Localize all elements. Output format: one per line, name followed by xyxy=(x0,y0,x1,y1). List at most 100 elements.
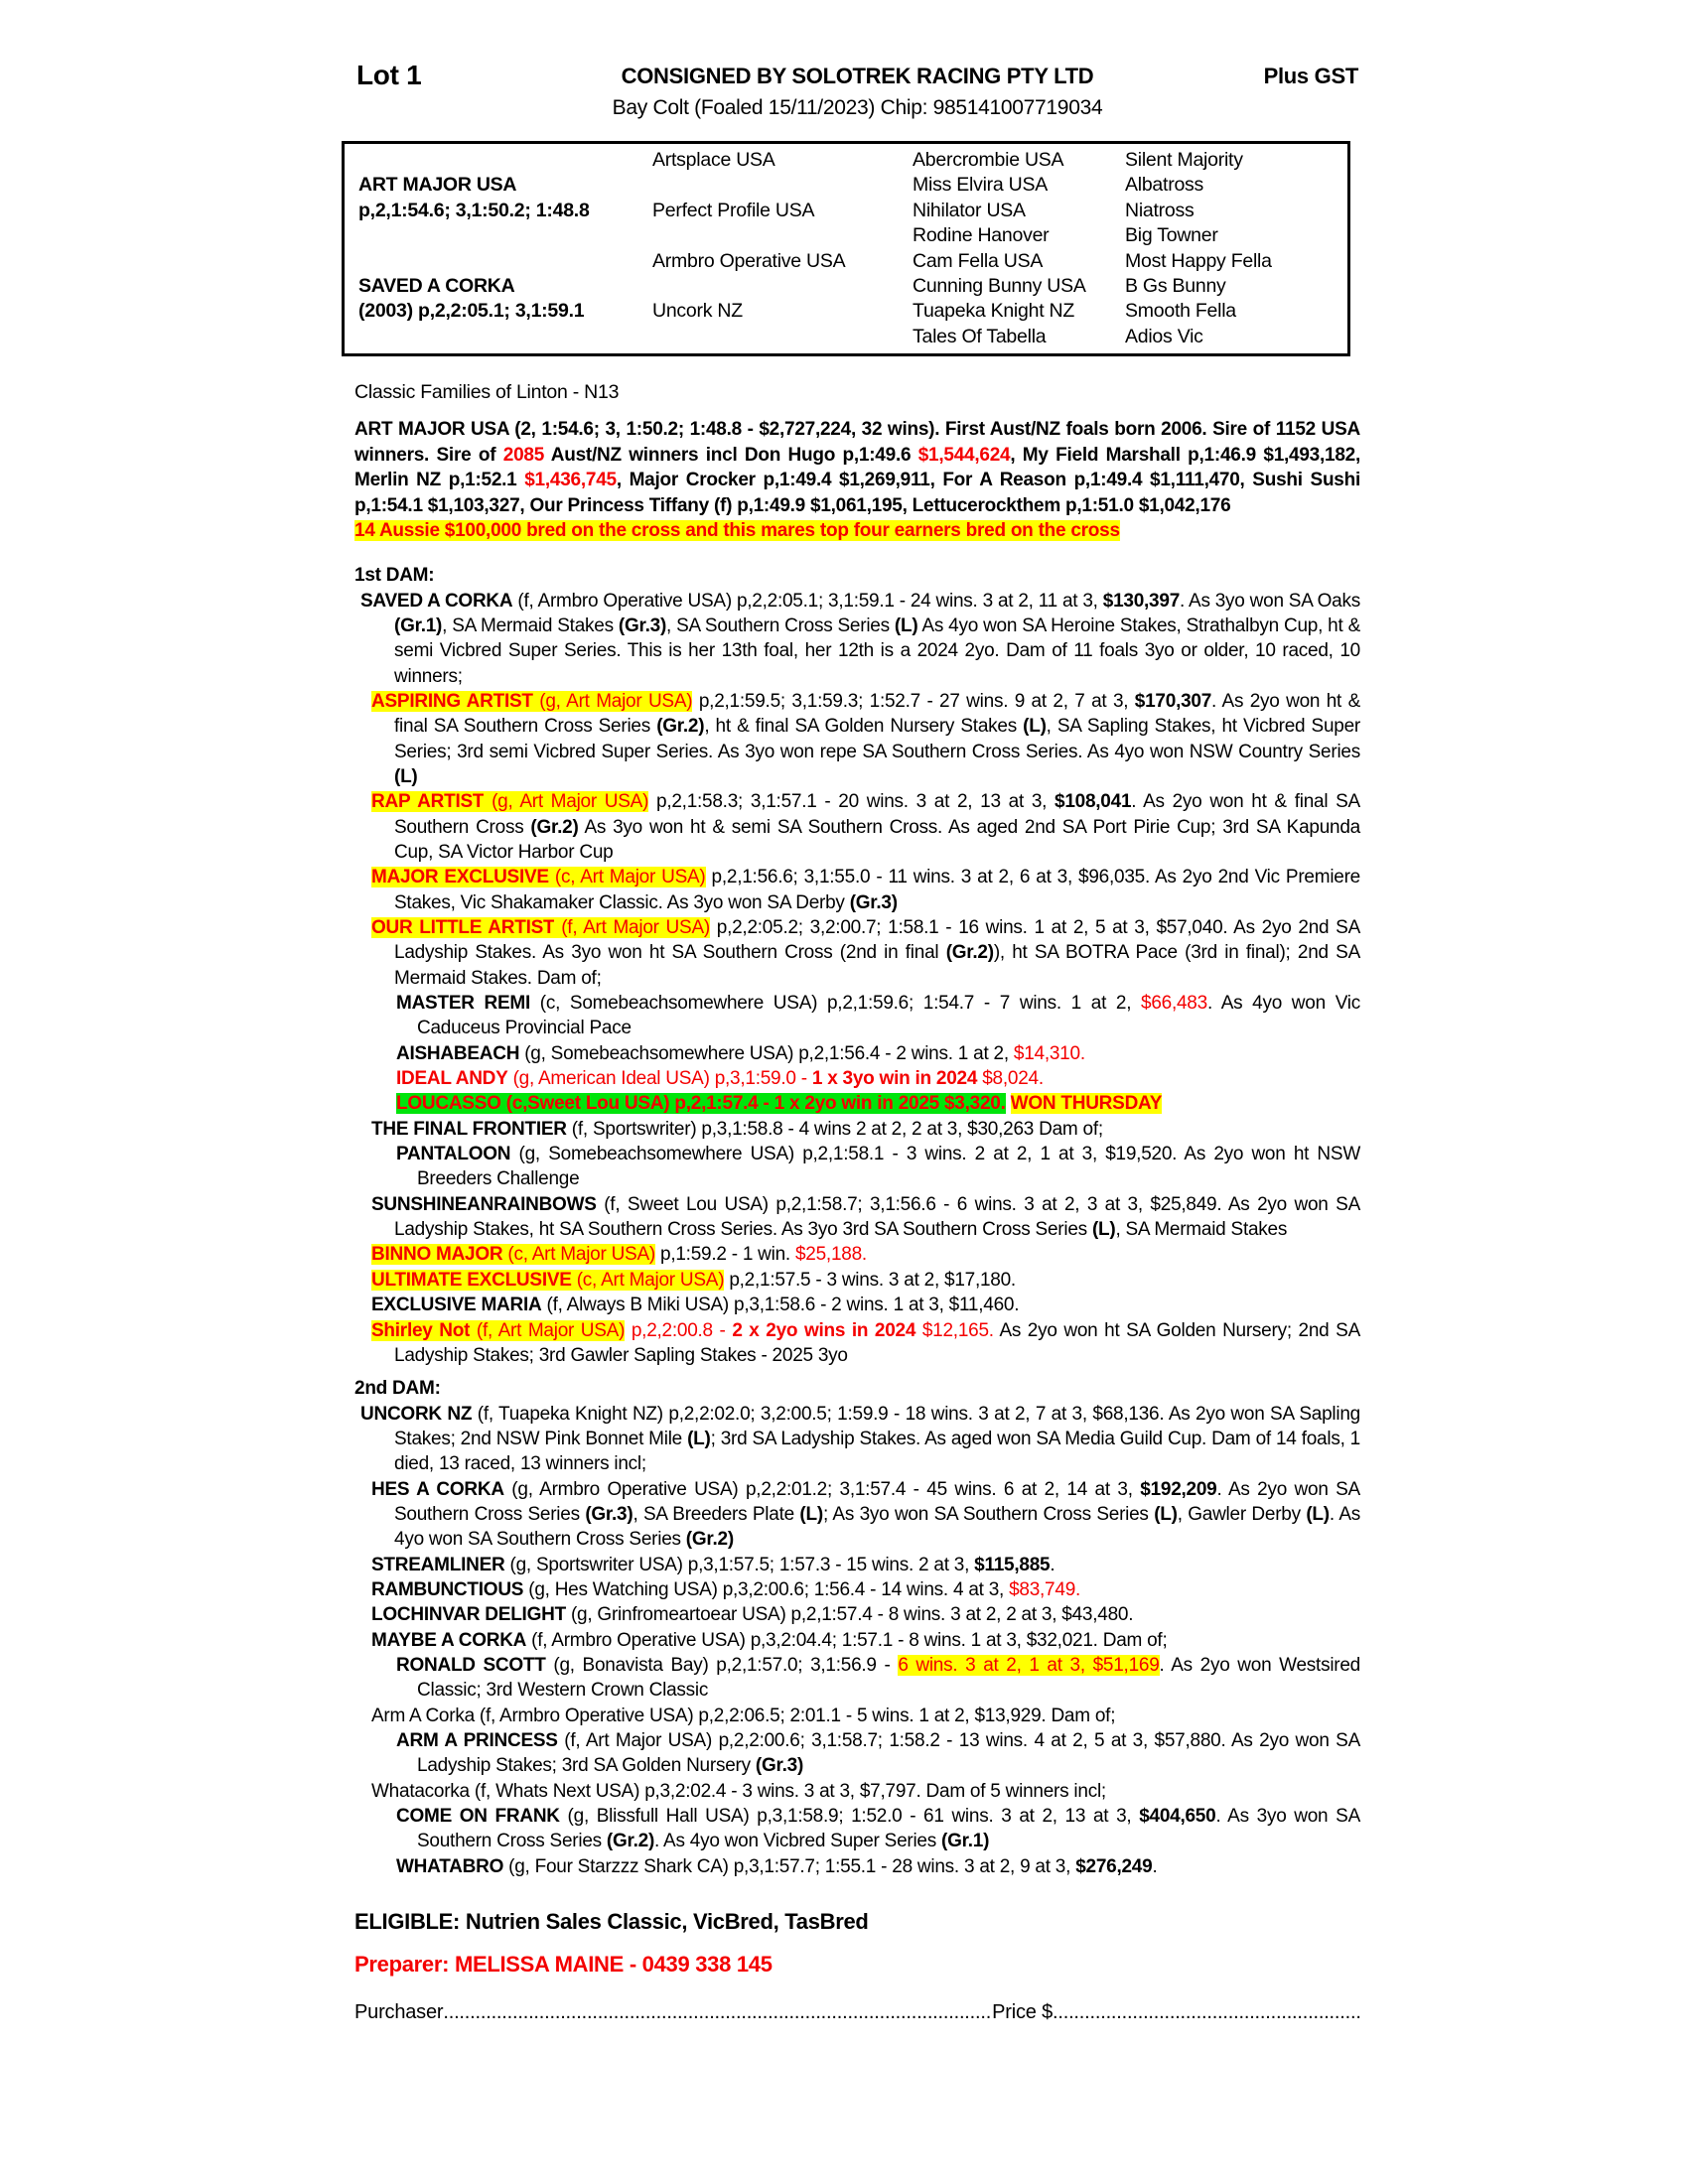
pedigree-cell-r8-c3: Tales Of Tabella xyxy=(913,325,1047,347)
entry-aspiring-artist: ASPIRING ARTIST (g, Art Major USA) p,2,1… xyxy=(354,689,1360,789)
text-segment: (g, Four Starzzz Shark CA) p,3,1:57.7; 1… xyxy=(503,1855,1076,1877)
pedigree-cell-r3-c1: p,2,1:54.6; 3,1:50.2; 1:48.8 xyxy=(358,199,590,221)
text-segment: Shirley Not xyxy=(371,1319,471,1341)
text-segment: , SA Mermaid Stakes xyxy=(442,614,619,636)
pedigree-cell-r7-c4: Smooth Fella xyxy=(1125,300,1236,323)
pedigree-cell-r5-c2: Armbro Operative USA xyxy=(652,249,846,272)
text-segment: SAVED A CORKA xyxy=(360,590,513,612)
price-label: Price $ xyxy=(992,2001,1053,2024)
text-segment: $25,188. xyxy=(794,1244,867,1266)
text-segment: $404,650 xyxy=(1139,1806,1216,1828)
text-segment: (g, Armbro Operative USA) p,2,2:01.2; 3,… xyxy=(503,1478,1141,1500)
text-segment: p,1:59.2 - 1 win. xyxy=(654,1244,795,1266)
pedigree-cell-r6-c4: B Gs Bunny xyxy=(1125,274,1226,297)
entry-rambunctious: RAMBUNCTIOUS (g, Hes Watching USA) p,3,2… xyxy=(354,1577,1360,1602)
text-segment: $12,165. xyxy=(915,1319,994,1341)
text-segment: . As 3yo won SA Southern Cross Series xyxy=(417,1806,1366,1852)
text-segment: Aust/NZ winners incl Don Hugo p,1:49.6 xyxy=(544,444,918,466)
text-segment: 6 wins. 3 at 2, 1 at 3, $51,169 xyxy=(898,1654,1160,1676)
text-segment: ), ht SA BOTRA Pace (3rd in final); 2nd … xyxy=(394,942,1366,989)
text-segment: (g, Somebeachsomewhere USA) p,2,1:58.1 -… xyxy=(417,1144,1366,1190)
sire-summary: ART MAJOR USA (2, 1:54.6; 3, 1:50.2; 1:4… xyxy=(354,417,1360,517)
text-segment: (g, Sportswriter USA) p,3,1:57.5; 1:57.3… xyxy=(504,1554,975,1575)
text-segment: ULTIMATE EXCLUSIVE xyxy=(371,1269,572,1291)
foal-details: Bay Colt (Foaled 15/11/2023) Chip: 98514… xyxy=(612,96,1103,119)
text-segment: STREAMLINER xyxy=(371,1554,505,1575)
text-segment: (f, Art Major USA) xyxy=(554,917,710,938)
text-segment: EXCLUSIVE MARIA xyxy=(371,1295,542,1316)
text-segment: 2085 xyxy=(502,444,545,466)
pedigree-cell-r1-c3: Abercrombie USA xyxy=(913,149,1064,171)
text-segment: (c, Art Major USA) xyxy=(571,1269,725,1291)
text-segment: (g, American Ideal USA) p,3,1:59.0 - xyxy=(507,1068,812,1090)
text-segment: ART MAJOR USA (2, 1:54.6; 3, 1:50.2; 1:4… xyxy=(354,419,1366,466)
text-segment: IDEAL ANDY xyxy=(396,1068,508,1090)
entry-ideal-andy: IDEAL ANDY (g, American Ideal USA) p,3,1… xyxy=(354,1066,1360,1091)
text-segment: SUNSHINEANRAINBOWS xyxy=(371,1193,597,1215)
text-segment: Whatacorka (f, Whats Next USA) p,3,2:02.… xyxy=(371,1780,1106,1802)
entry-hes-a-corka: HES A CORKA (g, Armbro Operative USA) p,… xyxy=(354,1477,1360,1553)
pedigree-cell-r6-c1: SAVED A CORKA xyxy=(358,274,515,297)
text-segment: (L) xyxy=(894,614,918,636)
pedigree-cell-r2-c4: Albatross xyxy=(1125,174,1204,197)
text-segment: . As 4yo won SA Southern Cross Series xyxy=(394,1503,1366,1551)
pedigree-cell-r2-c1: ART MAJOR USA xyxy=(358,174,517,197)
lot-number: Lot 1 xyxy=(356,60,422,90)
entry-maybe-a-corka: MAYBE A CORKA (f, Armbro Operative USA) … xyxy=(354,1628,1360,1653)
price-write-line: ........................................… xyxy=(1053,2001,1360,2024)
text-segment: (Gr.2) xyxy=(530,816,579,838)
text-segment: , ht & final SA Golden Nursery Stakes xyxy=(704,716,1024,738)
text-segment: (g, Somebeachsomewhere USA) p,2,1:56.4 -… xyxy=(519,1042,1014,1064)
text-segment: BINNO MAJOR xyxy=(371,1244,503,1266)
text-segment: (Gr.2) xyxy=(945,942,994,964)
text-segment: . As 4yo won Vicbred Super Series xyxy=(654,1831,942,1852)
first-dam-heading: 1st DAM: xyxy=(354,563,1360,588)
entry-pantaloon: PANTALOON (g, Somebeachsomewhere USA) p,… xyxy=(354,1142,1360,1192)
text-segment: p,2,2:05.2; 3,2:00.7; 1:58.1 - 16 wins. … xyxy=(394,917,1366,964)
text-segment: , SA Breeders Plate xyxy=(633,1503,800,1525)
pedigree-cell-r1-c4: Silent Majority xyxy=(1125,149,1243,171)
text-segment: (g, Art Major USA) xyxy=(532,690,693,712)
entry-lochinvar-delight: LOCHINVAR DELIGHT (g, Grinfromeartoear U… xyxy=(354,1602,1360,1627)
text-segment: (Gr.2) xyxy=(685,1529,734,1551)
entry-binno-major: BINNO MAJOR (c, Art Major USA) p,1:59.2 … xyxy=(354,1242,1360,1267)
text-segment: $1,544,624 xyxy=(917,444,1011,466)
text-segment: . As 2yo won ht & final SA Southern Cros… xyxy=(394,690,1366,738)
text-segment: ; As 3yo won SA Southern Cross Series xyxy=(822,1503,1155,1525)
text-segment: (f, Armbro Operative USA) p,3,2:04.4; 1:… xyxy=(526,1629,1168,1651)
entry-shirley-not: Shirley Not (f, Art Major USA) p,2,2:00.… xyxy=(354,1318,1360,1369)
text-segment: RAMBUNCTIOUS xyxy=(371,1578,524,1600)
text-segment: (c, Art Major USA) xyxy=(548,867,706,888)
text-segment: (g, Grinfromeartoear USA) p,2,1:57.4 - 8… xyxy=(565,1604,1134,1626)
text-segment: . As 2yo won SA Southern Cross Series xyxy=(394,1478,1366,1525)
entry-exclusive-maria: EXCLUSIVE MARIA (f, Always B Miki USA) p… xyxy=(354,1293,1360,1317)
text-segment: MASTER REMI xyxy=(396,993,530,1015)
text-segment: ARM A PRINCESS xyxy=(396,1730,558,1751)
purchaser-label: Purchaser xyxy=(354,2001,444,2024)
text-segment: MAJOR EXCLUSIVE xyxy=(371,867,549,888)
text-segment: $115,885 xyxy=(974,1554,1051,1575)
pedigree-table: Artsplace USA Abercrombie USA Silent Major… xyxy=(342,141,1350,357)
text-segment: . xyxy=(1152,1855,1158,1877)
entry-sunshineanrainbows: SUNSHINEANRAINBOWS (f, Sweet Lou USA) p,… xyxy=(354,1192,1360,1243)
text-segment: 14 Aussie $100,000 bred on the cross and… xyxy=(354,519,1120,541)
text-segment: HES A CORKA xyxy=(371,1478,504,1500)
text-segment: LOCHINVAR DELIGHT xyxy=(371,1604,566,1626)
text-segment: (Gr.1) xyxy=(394,614,443,636)
entry-saved-a-corka: SAVED A CORKA (f, Armbro Operative USA) … xyxy=(354,589,1360,689)
text-segment: . As 3yo won SA Oaks xyxy=(1180,590,1366,612)
text-segment: (f, Sportswriter) p,3,1:58.8 - 4 wins 2 … xyxy=(566,1118,1103,1140)
entry-master-remi: MASTER REMI (c, Somebeachsomewhere USA) … xyxy=(354,991,1360,1041)
text-segment: (Gr.3) xyxy=(849,891,898,913)
text-segment: (L) xyxy=(1023,716,1047,738)
gst-note: Plus GST xyxy=(1263,64,1359,88)
text-segment: . As 4yo won Vic Caduceus Provincial Pac… xyxy=(417,993,1366,1039)
text-segment: (g, Blissfull Hall USA) p,3,1:58.9; 1:52… xyxy=(559,1806,1140,1828)
text-segment: (f, Sweet Lou USA) p,2,1:58.7; 3,1:56.6 … xyxy=(394,1193,1366,1241)
text-segment: (f, Always B Miki USA) p,3,1:58.6 - 2 wi… xyxy=(541,1295,1020,1316)
pedigree-cell-r3-c4: Niatross xyxy=(1125,199,1195,221)
text-segment: ASPIRING ARTIST xyxy=(371,690,533,712)
text-segment: (L) xyxy=(687,1428,711,1449)
text-segment: (f, Art Major USA) xyxy=(470,1319,626,1341)
